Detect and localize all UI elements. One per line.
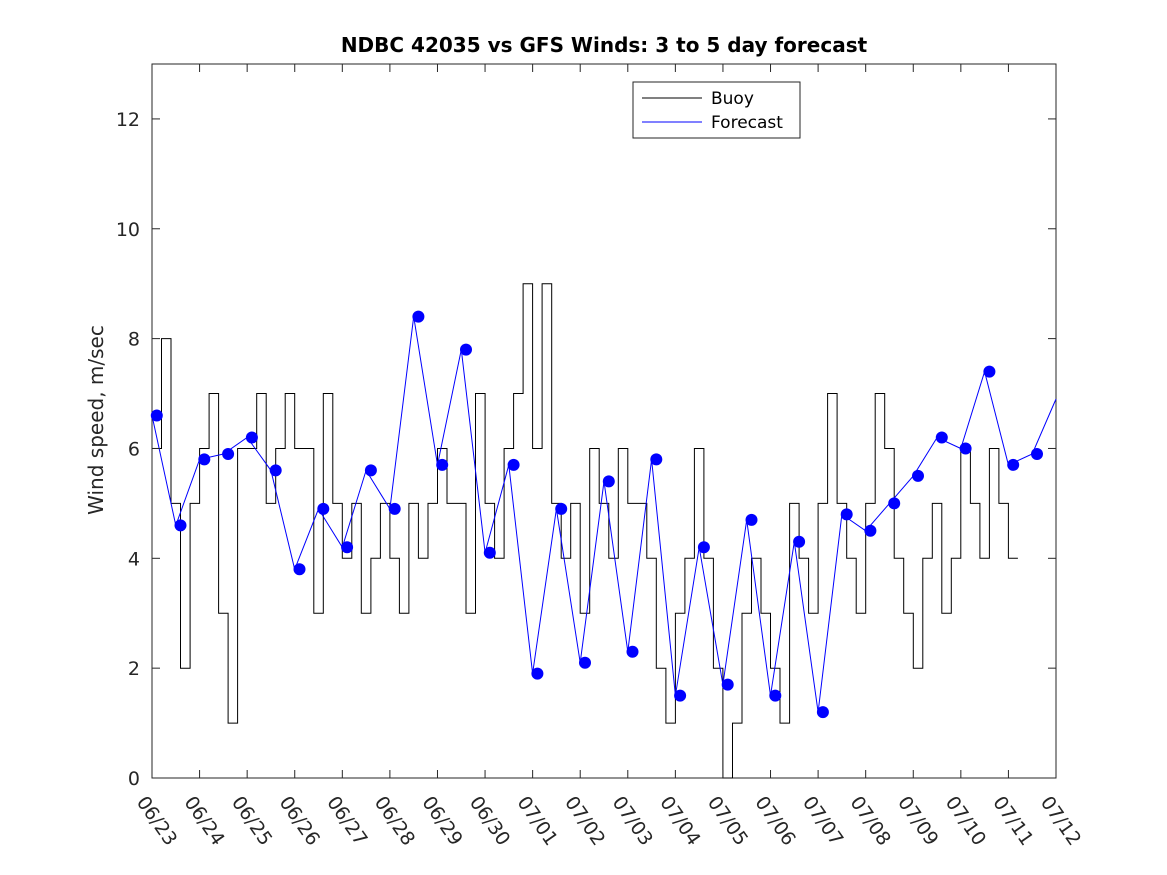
forecast-marker [935, 431, 948, 444]
forecast-marker [912, 469, 924, 482]
forecast-marker [983, 365, 996, 378]
forecast-marker [793, 535, 806, 548]
forecast-marker [959, 442, 972, 455]
forecast-marker [341, 541, 354, 554]
forecast-marker [436, 458, 449, 471]
legend-label-buoy: Buoy [711, 89, 754, 109]
legend-label-forecast: Forecast [711, 113, 783, 133]
y-tick-label: 10 [116, 219, 140, 241]
forecast-marker [269, 464, 282, 477]
forecast-marker [245, 431, 258, 444]
legend-box [632, 81, 801, 139]
plot-area [151, 63, 1057, 779]
forecast-marker [745, 513, 758, 526]
series-layer [150, 283, 1057, 779]
forecast-marker [602, 475, 615, 488]
forecast-marker [483, 546, 496, 559]
forecast-marker [840, 508, 853, 521]
forecast-marker [1007, 458, 1020, 471]
forecast-marker [721, 678, 734, 691]
y-tick-label: 12 [116, 109, 140, 131]
forecast-marker [816, 706, 829, 719]
forecast-marker [364, 464, 377, 477]
y-tick-label: 2 [128, 658, 140, 680]
y-tick-label: 0 [128, 768, 140, 790]
forecast-marker [174, 519, 187, 532]
forecast-marker [626, 645, 639, 658]
forecast-marker [507, 458, 520, 471]
forecast-marker [674, 689, 687, 702]
y-tick-label: 8 [128, 329, 140, 351]
forecast-marker [412, 310, 425, 323]
y-axis-label: Wind speed, m/sec [84, 325, 108, 515]
forecast-marker [697, 541, 710, 554]
forecast-marker [150, 409, 163, 422]
forecast-marker [650, 453, 663, 466]
chart-title: NDBC 42035 vs GFS Winds: 3 to 5 day fore… [341, 33, 868, 57]
forecast-marker [888, 497, 901, 510]
forecast-marker [293, 563, 306, 576]
y-tick-label: 6 [128, 438, 140, 460]
forecast-marker [388, 502, 401, 515]
forecast-marker [317, 502, 330, 515]
buoy-line [152, 283, 1018, 779]
forecast-marker [555, 502, 568, 515]
forecast-marker [460, 343, 472, 356]
legend: Buoy Forecast [632, 81, 801, 139]
forecast-marker [1031, 448, 1043, 460]
forecast-marker [769, 689, 782, 702]
forecast-marker [579, 656, 591, 669]
forecast-marker [222, 448, 235, 460]
forecast-marker [198, 453, 211, 466]
forecast-marker [531, 667, 544, 680]
y-tick-label: 4 [128, 548, 140, 570]
forecast-marker [864, 524, 877, 537]
